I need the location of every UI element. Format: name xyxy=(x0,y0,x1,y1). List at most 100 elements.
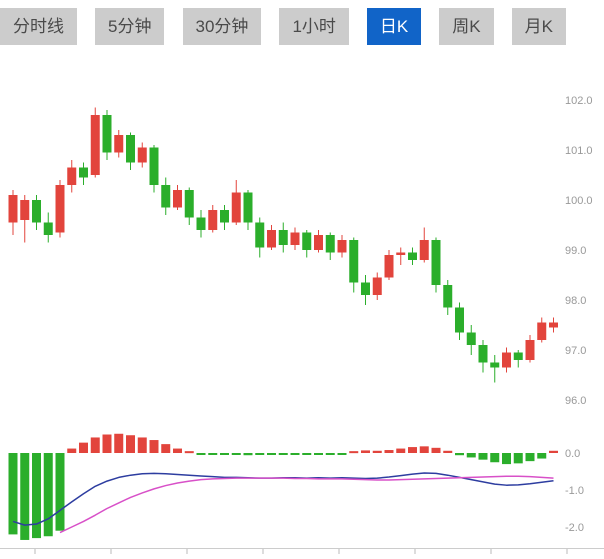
macd-bar xyxy=(478,453,488,460)
candle-body xyxy=(79,167,88,178)
candle-body xyxy=(361,282,370,295)
macd-bar xyxy=(79,442,88,453)
price-axis-label: 97.0 xyxy=(565,345,586,357)
candle-body xyxy=(443,285,453,308)
macd-bar xyxy=(255,453,265,455)
macd-bar xyxy=(384,450,394,453)
macd-bar xyxy=(114,433,124,453)
macd-bar xyxy=(302,453,312,455)
macd-bar xyxy=(102,434,112,453)
macd-bar xyxy=(184,451,194,454)
tab-monthly-k[interactable]: 月K xyxy=(511,8,566,45)
candle-body xyxy=(384,255,394,278)
candle-body xyxy=(20,200,30,220)
macd-axis-label: -2.0 xyxy=(565,522,584,534)
tab-30min[interactable]: 30分钟 xyxy=(182,8,262,45)
macd-bar xyxy=(537,453,547,459)
macd-bar xyxy=(431,447,441,453)
candle-body xyxy=(278,230,288,245)
macd-bar xyxy=(220,453,229,455)
candle-body xyxy=(290,232,300,245)
tab-5min[interactable]: 5分钟 xyxy=(95,8,165,45)
macd-bar xyxy=(419,446,429,453)
tab-minute-line[interactable]: 分时线 xyxy=(0,8,77,45)
tab-1hour[interactable]: 1小时 xyxy=(279,8,349,45)
macd-bar xyxy=(408,447,417,453)
candle-body xyxy=(537,322,547,340)
candle-body xyxy=(161,185,171,208)
candle-body xyxy=(337,240,347,253)
price-axis-label: 100.0 xyxy=(565,195,593,207)
macd-bar xyxy=(549,450,558,453)
price-axis-label: 102.0 xyxy=(565,95,593,107)
candle-body xyxy=(8,195,18,223)
candle-body xyxy=(243,192,253,223)
candle-body xyxy=(255,222,265,248)
candle-body xyxy=(137,147,147,163)
macd-bar xyxy=(161,444,171,453)
macd-bar xyxy=(126,435,135,453)
macd-bar xyxy=(243,453,253,456)
period-tabbar: 分时线 5分钟 30分钟 1小时 日K 周K 月K xyxy=(0,8,566,45)
candle-body xyxy=(502,352,511,368)
macd-bar xyxy=(173,448,182,453)
candle-body xyxy=(325,235,335,253)
candle-body xyxy=(114,135,124,153)
candle-body xyxy=(196,217,206,230)
candle-body xyxy=(173,190,182,208)
candle-body xyxy=(184,190,194,218)
tab-weekly-k[interactable]: 周K xyxy=(439,8,494,45)
candle-body xyxy=(220,210,229,223)
macd-bar xyxy=(349,451,359,454)
macd-axis-label: 0.0 xyxy=(565,448,580,460)
price-axis-label: 98.0 xyxy=(565,295,586,307)
candle-body xyxy=(372,277,382,295)
macd-axis-label: -1.0 xyxy=(565,485,584,497)
macd-bar xyxy=(361,450,370,453)
macd-bar xyxy=(231,453,241,455)
price-axis-label: 96.0 xyxy=(565,395,586,407)
price-axis-label: 101.0 xyxy=(565,145,593,157)
candle-body xyxy=(302,232,312,250)
macd-bar xyxy=(466,453,476,458)
macd-bar xyxy=(196,453,206,455)
macd-bar xyxy=(137,437,147,453)
candle-body xyxy=(314,235,323,250)
macd-bar xyxy=(8,453,18,535)
macd-bar xyxy=(525,453,535,462)
macd-bar xyxy=(90,437,100,453)
macd-bar xyxy=(490,453,500,463)
candle-body xyxy=(102,115,112,153)
candle-body xyxy=(126,135,135,163)
macd-bar xyxy=(513,453,523,464)
macd-bar xyxy=(337,453,347,455)
candle-body xyxy=(408,252,417,260)
macd-bar xyxy=(278,453,288,455)
candle-body xyxy=(32,200,41,223)
candle-body xyxy=(478,345,488,363)
macd-bar xyxy=(314,453,323,455)
candle-body xyxy=(43,222,53,235)
macd-bar xyxy=(443,450,453,453)
candle-body xyxy=(149,147,159,185)
candle-body xyxy=(490,362,500,368)
candle-body xyxy=(513,352,523,360)
candle-body xyxy=(208,210,218,230)
candle-body xyxy=(455,307,464,333)
dif-line xyxy=(12,472,554,526)
macd-bar xyxy=(208,453,218,455)
macd-bar xyxy=(396,448,406,453)
candle-body xyxy=(525,340,535,360)
macd-bar xyxy=(32,453,41,539)
candle-body xyxy=(231,192,241,223)
candle-body xyxy=(466,332,476,345)
candle-body xyxy=(419,240,429,260)
dea-line xyxy=(59,475,554,534)
candle-body xyxy=(55,185,65,233)
tab-daily-k[interactable]: 日K xyxy=(366,8,422,45)
macd-bar xyxy=(267,453,276,455)
macd-bar xyxy=(455,453,464,456)
macd-bar xyxy=(43,453,53,537)
candle-body xyxy=(67,167,77,185)
